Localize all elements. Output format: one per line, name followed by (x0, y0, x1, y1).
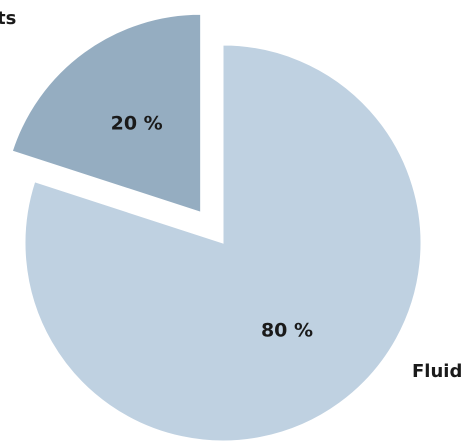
category-label-fluid: Fluid (412, 361, 462, 382)
value-label-fluid: 80 % (261, 320, 313, 342)
pie-slice-solids (11, 13, 202, 213)
pie-slice-fluid (24, 44, 422, 441)
value-label-solids: 20 % (111, 113, 163, 135)
category-label-solids: ts (0, 8, 16, 29)
